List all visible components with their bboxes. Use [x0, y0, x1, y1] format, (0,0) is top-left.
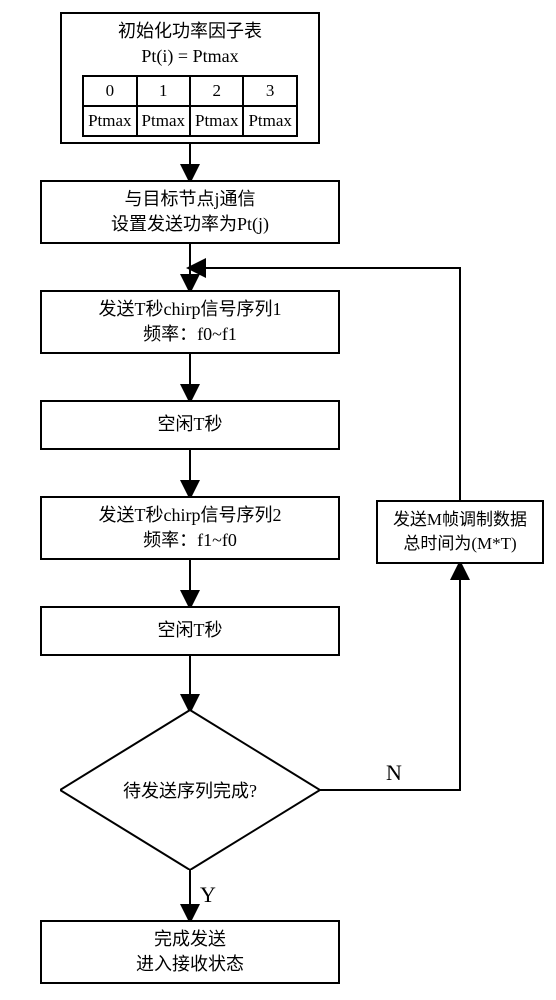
col-1: 1	[137, 76, 190, 106]
val-1: Ptmax	[137, 106, 190, 136]
init-title1: 初始化功率因子表	[118, 19, 262, 44]
decision-diamond: 待发送序列完成?	[60, 710, 320, 870]
col-2: 2	[190, 76, 243, 106]
chirp1-line1: 发送T秒chirp信号序列1	[99, 297, 282, 322]
loop-box: 发送M帧调制数据 总时间为(M*T)	[376, 500, 544, 564]
done-line1: 完成发送	[154, 927, 226, 952]
loop-line1: 发送M帧调制数据	[393, 508, 527, 532]
init-title2: Pt(i) = Ptmax	[141, 44, 238, 69]
idle2-box: 空闲T秒	[40, 606, 340, 656]
col-3: 3	[243, 76, 296, 106]
val-0: Ptmax	[83, 106, 136, 136]
init-table: 0 1 2 3 Ptmax Ptmax Ptmax Ptmax	[82, 75, 298, 137]
chirp1-box: 发送T秒chirp信号序列1 频率：f0~f1	[40, 290, 340, 354]
idle1-box: 空闲T秒	[40, 400, 340, 450]
chirp2-box: 发送T秒chirp信号序列2 频率：f1~f0	[40, 496, 340, 560]
idle2-text: 空闲T秒	[158, 618, 223, 643]
chirp1-line2: 频率：f0~f1	[143, 322, 237, 347]
comm-line1: 与目标节点j通信	[124, 187, 255, 212]
loop-line2: 总时间为(M*T)	[403, 532, 516, 556]
comm-line2: 设置发送功率为Pt(j)	[111, 212, 269, 237]
idle1-text: 空闲T秒	[158, 412, 223, 437]
done-box: 完成发送 进入接收状态	[40, 920, 340, 984]
val-3: Ptmax	[243, 106, 296, 136]
col-0: 0	[83, 76, 136, 106]
decision-text: 待发送序列完成?	[123, 777, 257, 803]
chirp2-line1: 发送T秒chirp信号序列2	[99, 503, 282, 528]
init-box: 初始化功率因子表 Pt(i) = Ptmax 0 1 2 3 Ptmax Ptm…	[60, 12, 320, 144]
done-line2: 进入接收状态	[136, 952, 244, 977]
branch-no-label: N	[386, 760, 402, 786]
branch-yes-label: Y	[200, 882, 216, 908]
val-2: Ptmax	[190, 106, 243, 136]
comm-box: 与目标节点j通信 设置发送功率为Pt(j)	[40, 180, 340, 244]
chirp2-line2: 频率：f1~f0	[143, 528, 237, 553]
